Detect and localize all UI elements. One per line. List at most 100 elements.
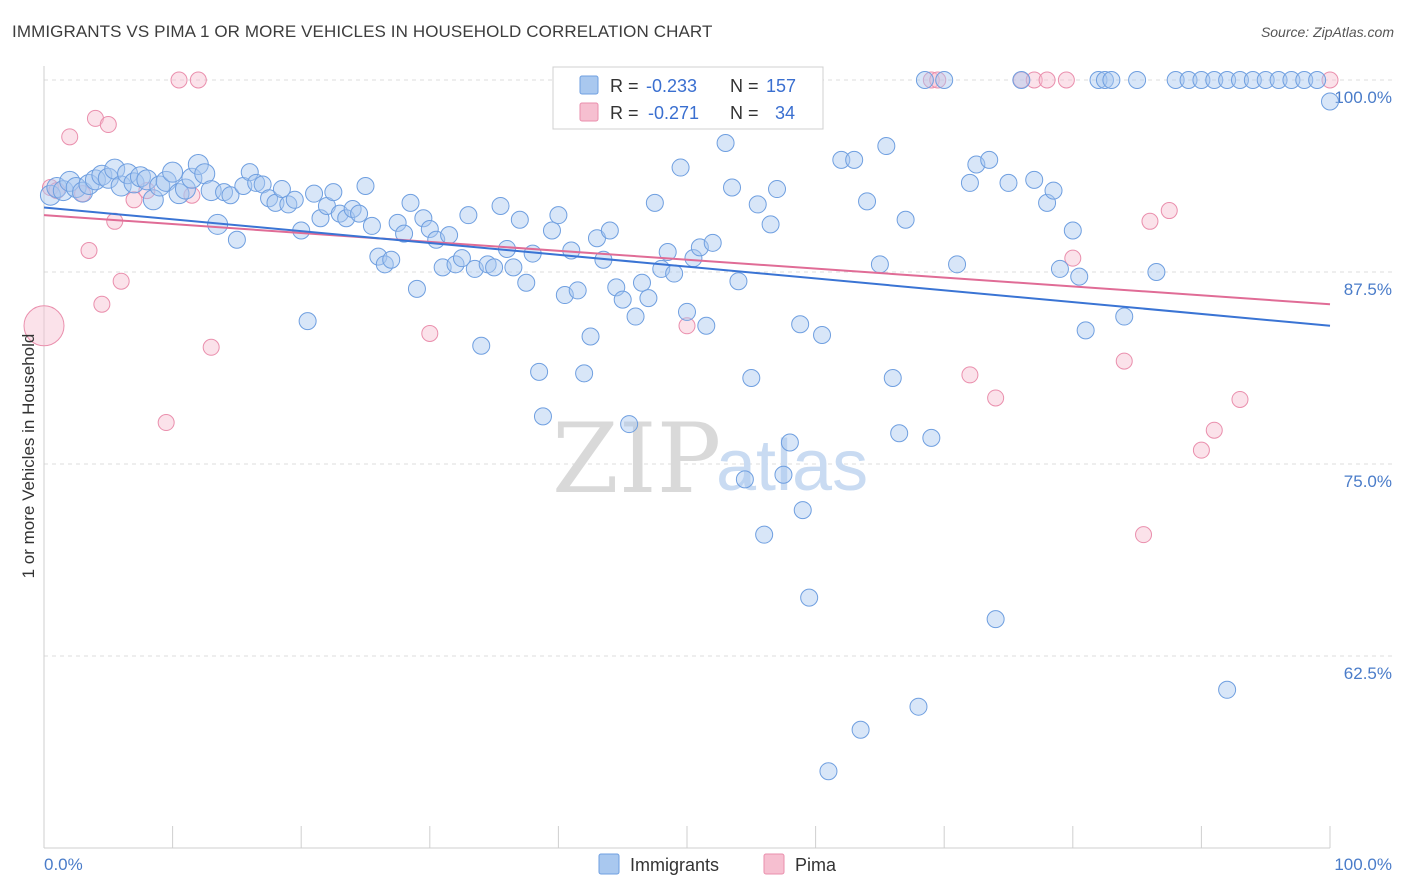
immigrants-point [1192, 71, 1211, 89]
pima-point [1160, 202, 1178, 220]
pima-point [1141, 212, 1159, 230]
immigrants-point [613, 290, 632, 309]
immigrants-point [986, 610, 1005, 629]
immigrants-point [703, 233, 722, 252]
immigrants-point [665, 264, 684, 283]
immigrants-point [272, 180, 291, 199]
immigrants-point [851, 720, 870, 739]
y-axis-label: 1 or more Vehicles in Household [19, 334, 38, 579]
immigrants-point [46, 177, 68, 199]
pima-point [93, 295, 111, 313]
immigrants-point [401, 193, 420, 212]
pima-point [1205, 421, 1223, 439]
immigrants-point [285, 190, 304, 209]
immigrants-point [388, 213, 407, 232]
immigrants-point [626, 307, 645, 326]
immigrants-point [504, 258, 523, 277]
watermark-atlas: atlas [716, 426, 868, 506]
immigrants-point [142, 189, 164, 211]
pima-point [922, 71, 940, 89]
immigrants-point [459, 206, 478, 225]
immigrants-point [832, 150, 851, 169]
chart-title: IMMIGRANTS VS PIMA 1 OR MORE VEHICLES IN… [12, 22, 713, 41]
immigrants-point [671, 158, 690, 177]
pima-point [987, 389, 1005, 407]
pima-point [112, 272, 130, 290]
pima-point [929, 71, 947, 89]
immigrants-point [1044, 181, 1063, 200]
grid-layer: 100.0% 87.5% 75.0% 62.5% [44, 79, 1392, 683]
source-label: Source: ZipAtlas.com [1260, 24, 1394, 40]
pima-point [157, 414, 175, 432]
immigrants-point [960, 173, 979, 192]
immigrants-point [768, 180, 787, 199]
pima-point [202, 338, 220, 356]
immigrant-points [39, 71, 1339, 781]
immigrants-point [909, 697, 928, 716]
immigrants-point [104, 158, 126, 180]
immigrants-point [697, 316, 716, 335]
immigrants-point [761, 215, 780, 234]
immigrants-point [1308, 71, 1327, 89]
immigrants-point [1147, 263, 1166, 281]
immigrants-point [375, 255, 394, 274]
bottom-legend-swatch-immigrants [598, 853, 620, 875]
pima-point [61, 128, 79, 146]
y-tick-label: 87.5% [1344, 280, 1392, 299]
immigrants-point [678, 302, 696, 321]
immigrants-point [774, 465, 793, 484]
immigrants-point [1050, 259, 1069, 278]
immigrants-point [639, 289, 658, 308]
immigrants-point [729, 272, 748, 291]
pima-points [23, 71, 1339, 544]
bottom-legend-swatch-pima [763, 853, 785, 875]
trend-layer [43, 206, 1331, 327]
pima-point [23, 305, 65, 347]
immigrants-point [896, 210, 915, 229]
immigrants-point [395, 224, 414, 243]
immigrants-point [440, 226, 459, 245]
immigrants-point [845, 150, 864, 169]
immigrants-point [91, 164, 113, 186]
immigrants-point [915, 71, 934, 89]
immigrants-point [1070, 267, 1089, 286]
pima-point [170, 71, 188, 89]
immigrants-point [568, 281, 587, 300]
immigrants-point [414, 209, 433, 228]
immigrants-point [510, 210, 529, 229]
immigrants-point [110, 175, 132, 197]
pima-point [1192, 441, 1210, 459]
pima-point [125, 191, 143, 209]
immigrants-point [1089, 71, 1108, 89]
immigrants-point [890, 424, 909, 443]
immigrants-point [1256, 71, 1275, 89]
immigrants-point [350, 204, 369, 223]
legend-r-value-pima: -0.271 [648, 103, 699, 123]
bottom-legend-label-pima: Pima [795, 855, 837, 875]
immigrants-point [1115, 307, 1134, 326]
immigrants-point [260, 189, 279, 208]
immigrants-point [645, 193, 664, 212]
immigrants-point [472, 336, 491, 355]
immigrants-point [382, 250, 401, 269]
immigrants-point [1321, 92, 1339, 111]
pima-point [1231, 390, 1249, 408]
immigrants-point [1218, 71, 1237, 89]
immigrants-point [755, 525, 774, 544]
immigrants-point [1243, 71, 1262, 89]
legend-n-label-pima: N = [730, 103, 759, 123]
immigrants-point [922, 428, 941, 447]
immigrants-point [517, 273, 536, 292]
immigrants-point [174, 178, 196, 200]
pima-trend-line [43, 214, 1331, 306]
immigrants-point [1095, 71, 1114, 89]
immigrants-point [780, 433, 799, 452]
immigrants-point [181, 167, 203, 189]
immigrants-point [1179, 71, 1198, 89]
legend-r-value-immigrants: -0.233 [646, 76, 697, 96]
immigrants-point [221, 186, 240, 205]
immigrants-point [542, 221, 561, 240]
immigrants-point [194, 163, 216, 185]
immigrants-point [530, 362, 549, 381]
